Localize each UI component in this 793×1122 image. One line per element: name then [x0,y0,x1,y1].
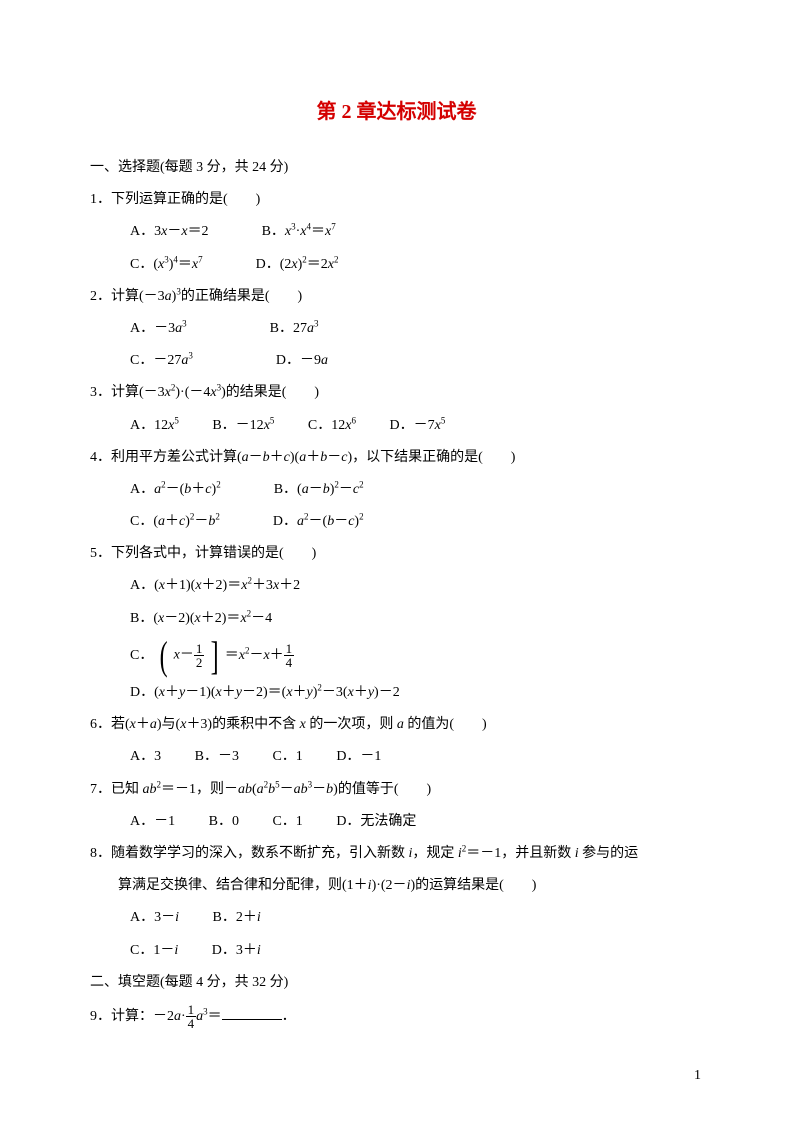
q2-stem: 2．计算(－3a)3的正确结果是( ) [90,281,703,313]
q6-D: D．－1 [336,749,381,764]
q4-B: B．(a－b)2－c2 [274,482,364,497]
q8-C: C．1－i [130,943,178,958]
q1-opts-row1: A．3x－x＝2 B．x3·x4＝x7 [90,216,703,248]
q8-D: D．3＋i [212,943,261,958]
q4-A: A．a2－(b＋c)2 [130,482,221,497]
q8-stem-l2: 算满足交换律、结合律和分配律，则(1＋i)·(2－i)的运算结果是( ) [90,870,703,902]
q2-A: A．－3a3 [130,321,187,336]
q8-B: B．2＋i [213,910,261,925]
q2-opts-row1: A．－3a3 B．27a3 [90,313,703,345]
q4-opts-row2: C．(a＋c)2－b2 D．a2－(b－c)2 [90,506,703,538]
q5-D: D．(x＋y－1)(x＋y－2)＝(x＋y)2－3(x＋y)－2 [90,677,703,709]
q3-stem: 3．计算(－3x2)·(－4x3)的结果是( ) [90,377,703,409]
q7-C: C．1 [272,814,302,829]
q2-opts-row2: C．－27a3 D．－9a [90,345,703,377]
q3-A: A．12x5 [130,418,179,433]
q3-B: B．－12x5 [212,418,274,433]
q5-B: B．(x－2)(x＋2)＝x2－4 [90,603,703,635]
q7-opts: A．－1 B．0 C．1 D．无法确定 [90,806,703,838]
section2-heading: 二、填空题(每题 4 分，共 32 分) [90,967,703,999]
q6-A: A．3 [130,749,161,764]
q3-opts: A．12x5 B．－12x5 C．12x6 D．－7x5 [90,410,703,442]
section1-heading: 一、选择题(每题 3 分，共 24 分) [90,152,703,184]
q4-D: D．a2－(b－c)2 [273,514,364,529]
q8-A: A．3－i [130,910,179,925]
q2-D: D．－9a [276,353,328,368]
q2-B: B．27a3 [270,321,319,336]
q3-C: C．12x6 [308,418,356,433]
page-number: 1 [694,1068,701,1084]
q1-B: B．x3·x4＝x7 [262,224,336,239]
q8-stem-l1: 8．随着数学学习的深入，数系不断扩充，引入新数 i，规定 i2＝－1，并且新数 … [90,838,703,870]
q6-C: C．1 [272,749,302,764]
q5-C: C． ( x－12 ] ＝x2－x＋14 [90,635,703,677]
q9-blank[interactable] [222,1006,282,1020]
q8-opts-row2: C．1－i D．3＋i [90,935,703,967]
q1-opts-row2: C．(x3)4＝x7 D．(2x)2＝2x2 [90,249,703,281]
q7-stem: 7．已知 ab2＝－1，则－ab(a2b5－ab3－b)的值等于( ) [90,774,703,806]
q1-D: D．(2x)2＝2x2 [256,257,339,272]
q1-C: C．(x3)4＝x7 [130,257,203,272]
q7-A: A．－1 [130,814,175,829]
q4-C: C．(a＋c)2－b2 [130,514,220,529]
q1-A: A．3x－x＝2 [130,224,209,239]
q2-C: C．－27a3 [130,353,193,368]
q6-stem: 6．若(x＋a)与(x＋3)的乘积中不含 x 的一次项，则 a 的值为( ) [90,709,703,741]
q6-opts: A．3 B．－3 C．1 D．－1 [90,741,703,773]
q5-stem: 5．下列各式中，计算错误的是( ) [90,538,703,570]
q4-stem: 4．利用平方差公式计算(a－b＋c)(a＋b－c)，以下结果正确的是( ) [90,442,703,474]
q7-B: B．0 [209,814,239,829]
q1-stem: 1．下列运算正确的是( ) [90,184,703,216]
q9-stem: 9．计算：－2a·14a3＝． [90,999,703,1035]
q8-opts-row1: A．3－i B．2＋i [90,902,703,934]
q5-A: A．(x＋1)(x＋2)＝x2＋3x＋2 [90,570,703,602]
page-title: 第 2 章达标测试卷 [90,95,703,124]
q4-opts-row1: A．a2－(b＋c)2 B．(a－b)2－c2 [90,474,703,506]
q7-D: D．无法确定 [336,814,416,829]
q3-D: D．－7x5 [389,418,445,433]
q6-B: B．－3 [195,749,239,764]
